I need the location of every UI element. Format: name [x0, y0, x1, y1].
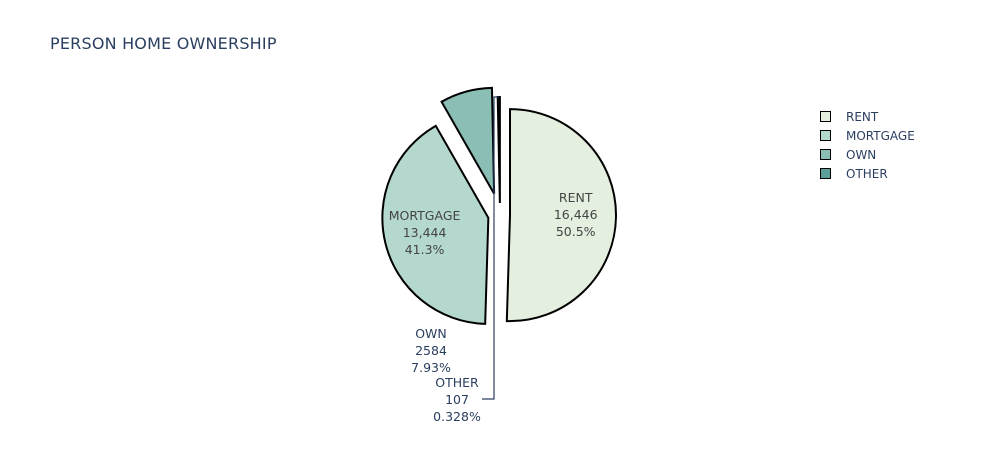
- pie-slice-other[interactable]: [496, 96, 501, 204]
- legend: RENT MORTGAGE OWN OTHER: [820, 107, 915, 183]
- legend-item-other[interactable]: OTHER: [820, 164, 915, 183]
- legend-item-rent[interactable]: RENT: [820, 107, 915, 126]
- pie-slice-rent[interactable]: [505, 108, 617, 323]
- legend-item-mortgage[interactable]: MORTGAGE: [820, 126, 915, 145]
- legend-swatch-own: [820, 149, 831, 160]
- pie-slice-own[interactable]: [440, 86, 496, 195]
- slice-label-own: OWN 2584 7.93%: [411, 326, 451, 375]
- legend-swatch-other: [820, 168, 831, 179]
- legend-swatch-rent: [820, 111, 831, 122]
- legend-label-mortgage: MORTGAGE: [846, 128, 915, 143]
- pie-slice-mortgage[interactable]: [381, 124, 490, 325]
- legend-label-rent: RENT: [846, 109, 879, 124]
- legend-item-own[interactable]: OWN: [820, 145, 915, 164]
- slice-label-mortgage: MORTGAGE 13,444 41.3%: [389, 208, 461, 257]
- legend-label-own: OWN: [846, 147, 877, 162]
- chart-title: PERSON HOME OWNERSHIP: [50, 34, 277, 53]
- leader-line-other: [482, 96, 499, 400]
- legend-swatch-mortgage: [820, 130, 831, 141]
- legend-label-other: OTHER: [846, 166, 888, 181]
- slice-label-other: OTHER 107 0.328%: [433, 375, 481, 424]
- slice-label-rent: RENT 16,446 50.5%: [554, 190, 598, 239]
